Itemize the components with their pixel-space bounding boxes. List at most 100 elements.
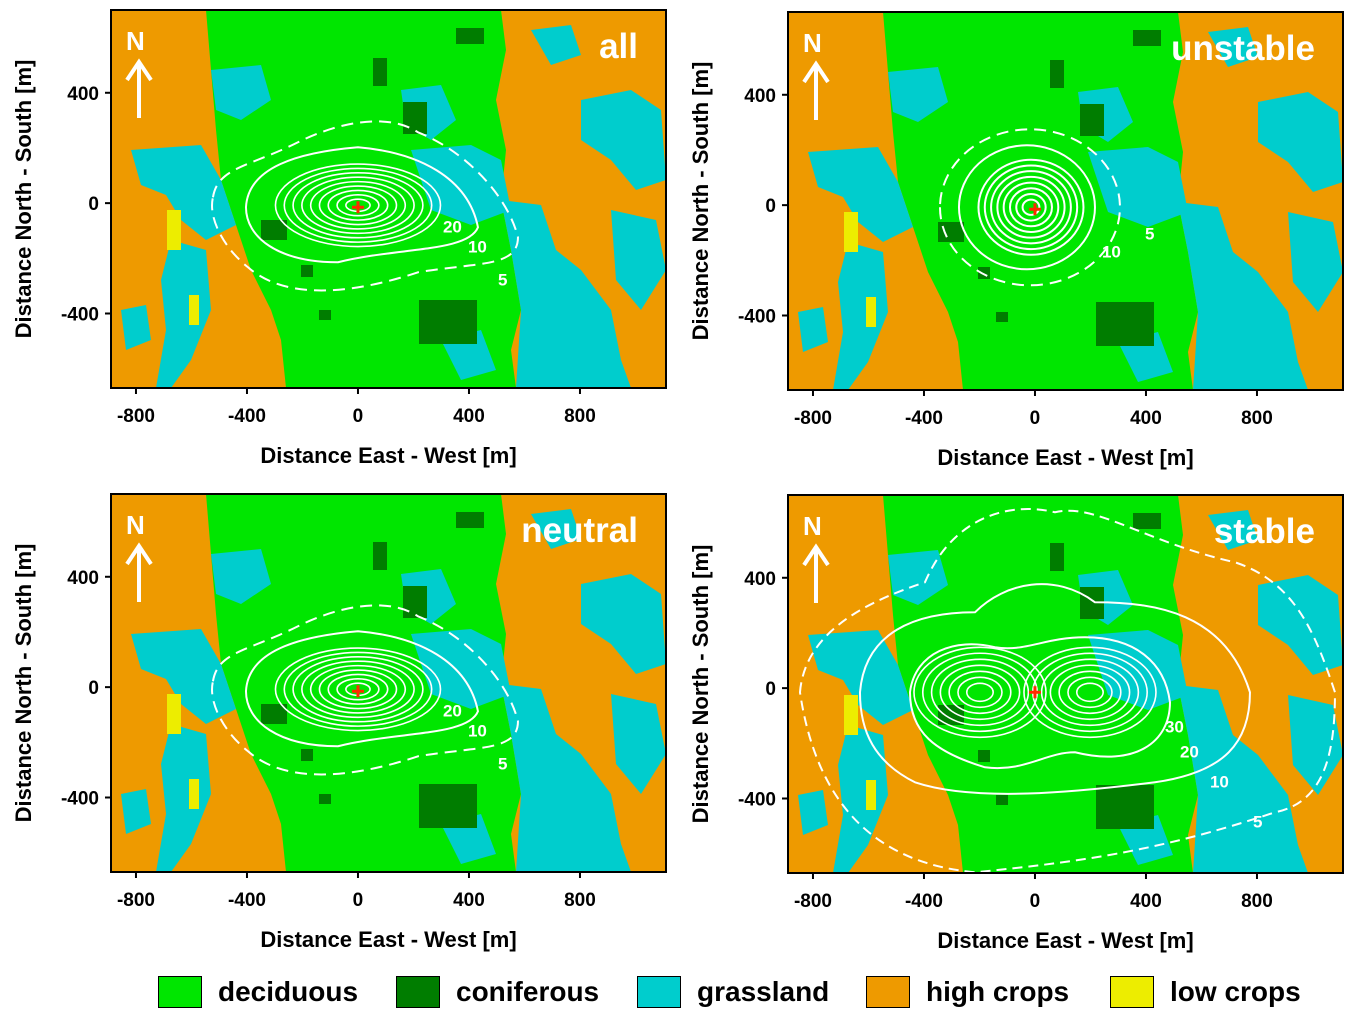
figure-canvas: 20 10 5 N all -800 -400 0 400 800 400 0 -400 Distance… bbox=[11, 9, 1344, 953]
contour-line-inner bbox=[318, 669, 398, 710]
map-panel-stable: 30 20 10 5 N stable -800 -400 0 400 800 400 0 -400 Dis… bbox=[688, 494, 1344, 953]
contour-line-inner bbox=[1075, 682, 1104, 703]
landcover-layer bbox=[111, 10, 666, 388]
map-area: 30 20 10 5 bbox=[788, 495, 1343, 873]
contour-line-inner bbox=[274, 647, 442, 732]
contour-line-inner bbox=[1058, 670, 1122, 715]
panel-title: neutral bbox=[521, 511, 638, 550]
legend-label-coniferous: coniferous bbox=[456, 976, 600, 1007]
contour-line-inner bbox=[292, 172, 424, 239]
map-area: 20 10 5 bbox=[111, 494, 666, 872]
legend-swatch-coniferous bbox=[396, 976, 440, 1008]
contour-label-20: 20 bbox=[443, 701, 462, 720]
map-frame bbox=[787, 494, 1344, 874]
x-tick-label: 800 bbox=[564, 406, 596, 427]
y-axis-label: Distance North - South [m] bbox=[688, 545, 713, 824]
landcover-layer bbox=[788, 12, 1343, 390]
contour-line-inner bbox=[309, 664, 407, 714]
contour-line-inner bbox=[1023, 646, 1157, 739]
contour-line-inner bbox=[283, 167, 433, 243]
x-tick-label: -400 bbox=[228, 406, 266, 427]
map-panel-neutral: 20 10 5 N neutral -800 -400 0 400 800 400 0 -400 Dist… bbox=[11, 493, 667, 952]
x-tick-label: 800 bbox=[564, 890, 596, 911]
tower-marker-icon bbox=[351, 685, 364, 698]
contour-label-5: 5 bbox=[498, 270, 507, 289]
north-label: N bbox=[126, 26, 145, 56]
panel-title: stable bbox=[1214, 512, 1315, 551]
x-tick-label: -800 bbox=[117, 890, 155, 911]
contour-label-10: 10 bbox=[1102, 242, 1121, 261]
contour-label-5: 5 bbox=[498, 754, 507, 773]
map-panel-unstable: 5 10 N unstable -800 -400 0 400 800 400 0 -400 Dista… bbox=[688, 11, 1344, 470]
legend-swatch-high-crops bbox=[866, 976, 910, 1008]
contour-line-inner bbox=[327, 189, 389, 221]
contour-line-inner bbox=[930, 658, 1030, 727]
contour-line-10 bbox=[244, 630, 480, 748]
map-panel-all: 20 10 5 N all -800 -400 0 400 800 400 0 -400 Distance… bbox=[11, 9, 667, 468]
contour-line-5 bbox=[211, 120, 519, 292]
contour-line-inner bbox=[1040, 658, 1140, 727]
north-arrow-icon bbox=[802, 60, 830, 120]
contour-line-inner bbox=[283, 651, 433, 727]
y-tick-label: 400 bbox=[67, 568, 99, 589]
contour-line-inner bbox=[309, 180, 407, 230]
contour-label-5: 5 bbox=[1253, 812, 1262, 831]
north-label: N bbox=[126, 510, 145, 540]
x-tick-label: -800 bbox=[794, 891, 832, 912]
contour-line-inner bbox=[274, 163, 442, 248]
x-tick-label: 400 bbox=[453, 890, 485, 911]
north-label: N bbox=[803, 28, 822, 58]
legend-label-grassland: grassland bbox=[697, 976, 830, 1007]
y-tick-label: 400 bbox=[744, 86, 776, 107]
contour-label-30: 30 bbox=[1165, 717, 1184, 736]
tower-marker-icon bbox=[1028, 686, 1041, 699]
x-tick-label: -400 bbox=[228, 890, 266, 911]
map-frame bbox=[110, 9, 667, 389]
contour-line-inner bbox=[977, 158, 1085, 256]
x-tick-label: 0 bbox=[1030, 891, 1041, 912]
panel-title: unstable bbox=[1171, 29, 1315, 68]
contour-line-inner bbox=[990, 170, 1072, 245]
x-tick-label: 400 bbox=[453, 406, 485, 427]
y-tick-label: 0 bbox=[88, 194, 99, 215]
legend-label-deciduous: deciduous bbox=[218, 976, 359, 1007]
tower-marker-icon bbox=[351, 201, 364, 214]
contour-line-10 bbox=[244, 146, 480, 264]
x-tick-label: -400 bbox=[905, 408, 943, 429]
contour-line-inner bbox=[965, 682, 994, 703]
contour-label-5: 5 bbox=[1145, 224, 1154, 243]
contour-line-inner bbox=[996, 175, 1066, 239]
legend-label-high-crops: high crops bbox=[926, 976, 1070, 1007]
x-tick-label: 800 bbox=[1241, 891, 1273, 912]
x-tick-label: 800 bbox=[1241, 408, 1273, 429]
contour-line-inner bbox=[1002, 181, 1060, 233]
contour-line-inner bbox=[327, 673, 389, 705]
y-tick-label: -400 bbox=[738, 307, 776, 328]
contour-line-inner bbox=[957, 676, 1003, 709]
contour-line-inner bbox=[318, 185, 398, 226]
map-area: 20 10 5 bbox=[111, 10, 666, 388]
x-axis-label: Distance East - West [m] bbox=[937, 445, 1193, 470]
y-axis-label: Distance North - South [m] bbox=[11, 544, 36, 823]
legend-swatch-grassland bbox=[637, 976, 681, 1008]
x-tick-label: 400 bbox=[1130, 408, 1162, 429]
x-tick-label: 0 bbox=[353, 406, 364, 427]
contour-line-inner bbox=[1067, 676, 1113, 709]
contour-line-inner bbox=[345, 198, 371, 213]
contour-label-20: 20 bbox=[443, 217, 462, 236]
contour-line-inner bbox=[301, 660, 415, 719]
legend: deciduous coniferous grassland high crop… bbox=[0, 970, 1345, 1010]
contour-line-inner bbox=[336, 194, 380, 217]
contour-line-inner bbox=[1008, 187, 1053, 228]
y-tick-label: -400 bbox=[61, 789, 99, 810]
tower-marker-icon bbox=[1028, 203, 1041, 216]
y-tick-label: 0 bbox=[765, 196, 776, 217]
landcover-layer bbox=[111, 494, 666, 872]
contour-line-inner bbox=[983, 164, 1079, 251]
contour-line-inner bbox=[345, 682, 371, 697]
contour-line-10 bbox=[858, 583, 1251, 795]
contour-line-inner bbox=[301, 176, 415, 235]
contour-line-inner bbox=[1015, 193, 1047, 222]
x-tick-label: 0 bbox=[353, 890, 364, 911]
x-axis-label: Distance East - West [m] bbox=[260, 927, 516, 952]
